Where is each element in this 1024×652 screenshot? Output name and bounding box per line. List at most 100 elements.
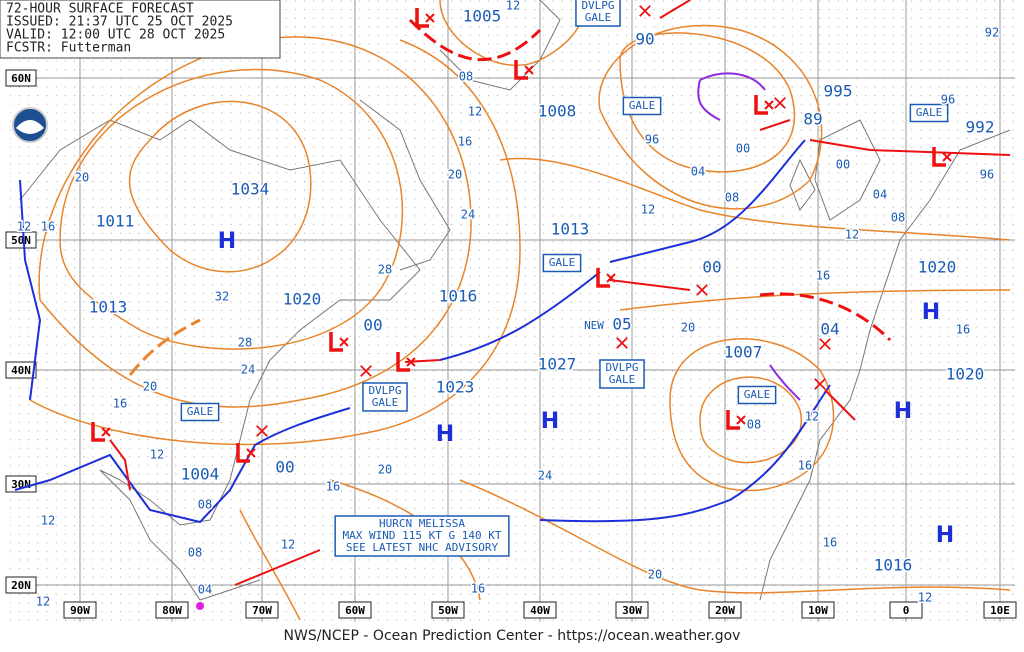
high-center: H [436,422,454,447]
isobar-label: 16 [326,480,340,494]
header-line: VALID: 12:00 UTC 28 OCT 2025 [6,28,225,43]
hurricane-advisory-box [334,515,510,557]
isobar-label: 00 [736,142,750,156]
isobar-label: 04 [873,188,887,202]
coastlines [19,0,1011,601]
isobar-label: 08 [725,191,739,205]
hurricane-advisory: MAX WIND 115 KT G 140 KT [343,529,502,542]
isobar-label: 08 [188,546,202,560]
gale-label-box [622,96,662,116]
header-line: 72-HOUR SURFACE FORECAST [6,2,194,17]
header-line: ISSUED: 21:37 UTC 25 OCT 2025 [6,15,233,30]
hurricane-advisory: SEE LATEST NHC ADVISORY [346,541,499,554]
pressure-label: 1005 [463,7,502,26]
isobar-label: 92 [985,26,999,40]
high-center: H [541,409,559,434]
isobar-label: 12 [918,591,932,605]
pressure-label: 1016 [439,287,478,306]
pressure-label: 1034 [231,180,270,199]
pressure-label: 1020 [918,258,957,277]
lon-label-box [155,601,189,619]
isobar-label: 16 [816,269,830,283]
lon-label-box [431,601,465,619]
pressure-label: 1007 [724,343,763,362]
isobar-label: 16 [798,459,812,473]
isobar-label: 16 [113,397,127,411]
lon-label-box [615,601,649,619]
lon-label: 30W [622,604,642,617]
pressure-label: 89 [803,110,822,129]
isobar-label: 16 [458,135,472,149]
isobar-label: 04 [198,583,212,597]
gale-label: GALE [744,388,771,401]
pressure-label: 1027 [538,355,577,374]
isobar-label: 20 [448,168,462,182]
lon-label: 20W [715,604,735,617]
isobar-label: 08 [459,70,473,84]
developing-gale-label-box [575,0,621,27]
isobar-label: 16 [823,536,837,550]
isobar-label: 28 [378,263,392,277]
isobar-label: 24 [241,363,255,377]
developing-gale-label-box [362,382,408,412]
high-center: H [936,523,954,548]
lon-label: 50W [438,604,458,617]
gale-label-box [909,103,949,123]
pressure-label: 1020 [946,365,985,384]
header-line: FCSTR: Futterman [6,41,131,56]
isobar-label: 32 [215,290,229,304]
pressure-label: 1016 [874,556,913,575]
isobar-label: 08 [747,418,761,432]
isobar-label: 12 [17,220,31,234]
isobar-label: 08 [891,211,905,225]
lon-label: 10W [808,604,828,617]
lon-label: 60W [345,604,365,617]
lon-label-box [338,601,372,619]
isobar-label: 12 [506,0,520,13]
isobar-label: 12 [641,203,655,217]
lon-label-box [889,601,923,619]
pressure-label: 1013 [551,220,590,239]
high-center: H [894,399,912,424]
lon-label: 10E [990,604,1010,617]
isobar-label: 24 [461,208,475,222]
lon-label-box [801,601,835,619]
hurricane-advisory: HURCN MELISSA [379,517,465,530]
isobar-label: 16 [471,582,485,596]
pressure-label: 995 [824,82,853,101]
isobar-label: 96 [941,93,955,107]
gale-label: GALE [916,106,943,119]
new-label: NEW [584,319,604,332]
isobar-label: 12 [150,448,164,462]
footer: NWS/NCEP - Ocean Prediction Center - htt… [284,628,741,644]
isobar-label: 28 [238,336,252,350]
pressure-label: 1023 [436,378,475,397]
isobar-label: 12 [805,410,819,424]
lon-label-box [983,601,1017,619]
isobar-label: 12 [281,538,295,552]
lat-label: 20N [11,579,31,592]
lon-label-box [245,601,279,619]
high-center: H [218,229,236,254]
isobar-label: 20 [681,321,695,335]
developing-gale-label: DVLPG [605,361,638,374]
pressure-label: 00 [363,316,382,335]
pressure-label: 1020 [283,290,322,309]
pressure-label: 00 [275,458,294,477]
header: 72-HOUR SURFACE FORECAST ISSUED: 21:37 U… [0,0,281,59]
isobar-label: 04 [691,165,705,179]
isobar-label: 96 [980,168,994,182]
isobar-label: 20 [75,171,89,185]
lat-label: 60N [11,72,31,85]
isobar-label: 20 [378,463,392,477]
gale-label: GALE [629,99,656,112]
lat-label-box [5,231,37,249]
isobar-label: 12 [36,595,50,609]
developing-gale-label: DVLPG [368,384,401,397]
lon-label: 40W [530,604,550,617]
pressure-label: 05 [612,315,631,334]
pressure-label: 04 [820,320,839,339]
